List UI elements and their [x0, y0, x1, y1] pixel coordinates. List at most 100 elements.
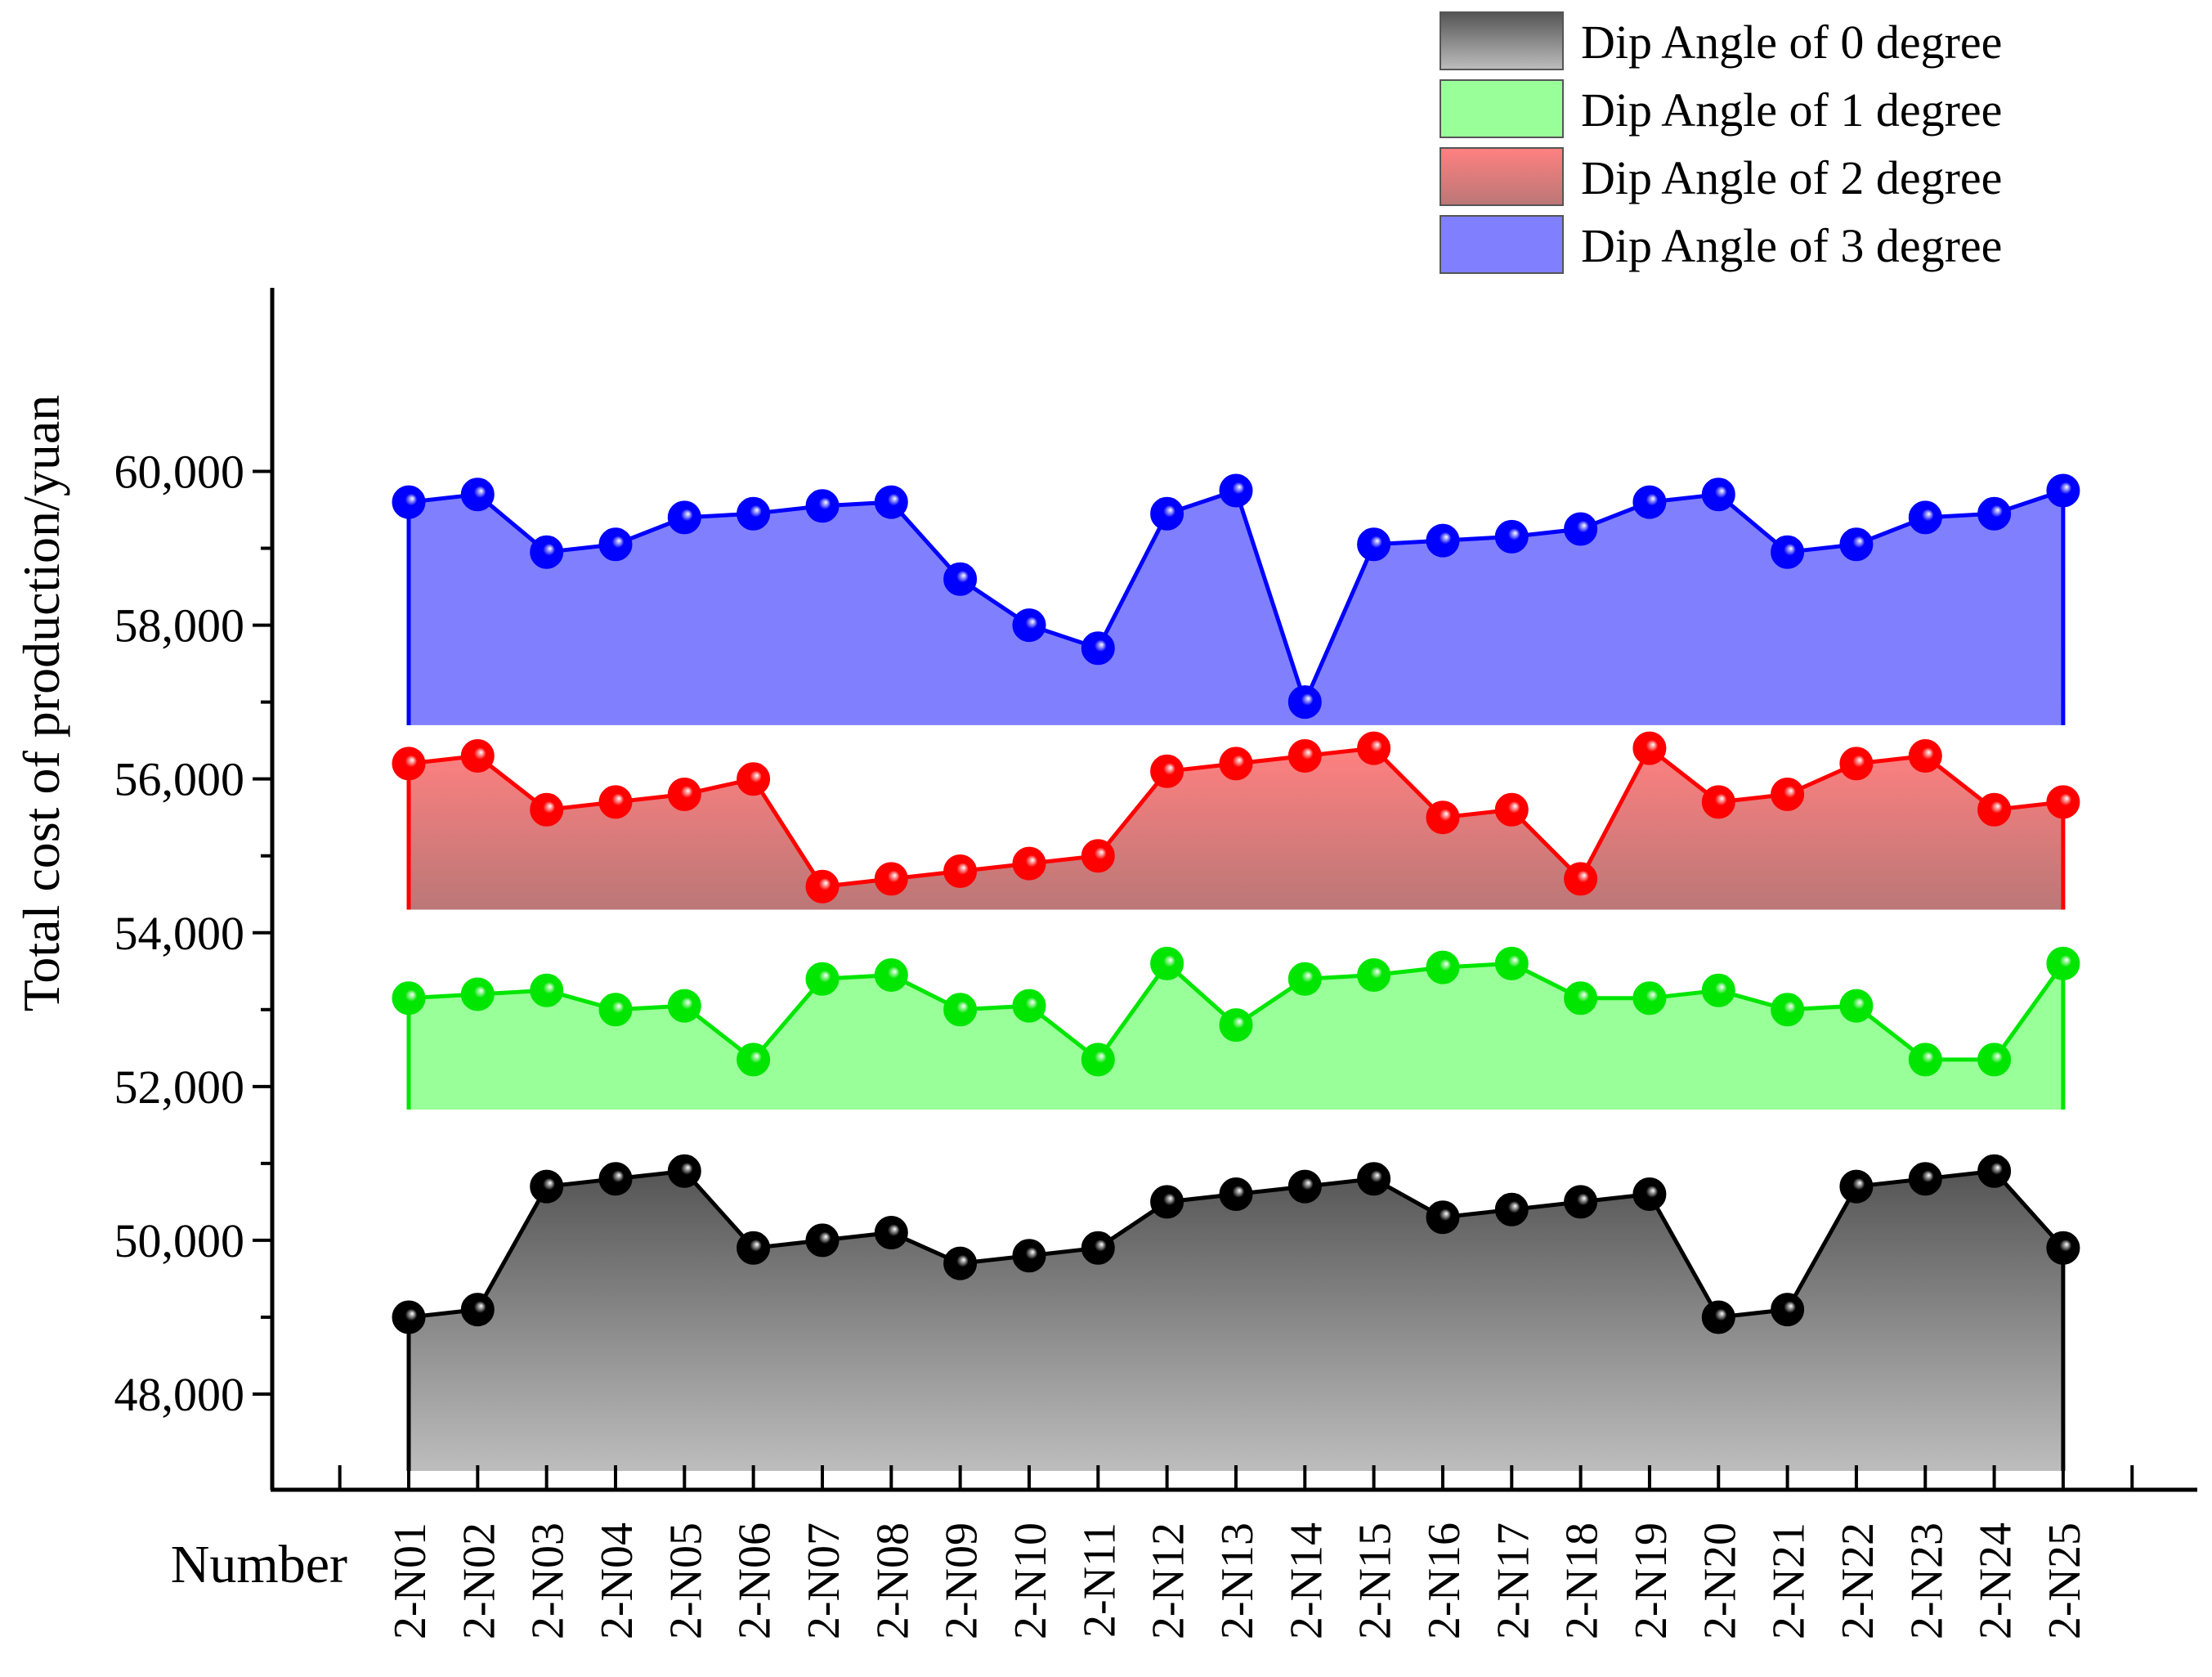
y-tick-label: 48,000 [114, 1368, 245, 1421]
data-point [530, 535, 564, 569]
data-point [1771, 535, 1805, 569]
x-tick-label: 2-N10 [1005, 1522, 1056, 1639]
data-point [874, 1216, 908, 1249]
legend: Dip Angle of 0 degree Dip Angle of 1 degr… [1440, 11, 2002, 274]
data-point [392, 485, 426, 519]
data-point [1494, 946, 1529, 980]
legend-label: Dip Angle of 0 degree [1581, 16, 2002, 69]
x-tick-label: 2-N25 [2040, 1522, 2090, 1639]
data-point [1219, 473, 1253, 508]
data-point [1287, 962, 1322, 996]
data-point [1287, 1169, 1322, 1204]
data-point [1632, 731, 1667, 765]
data-point [1494, 1192, 1529, 1226]
x-tick-label: 2-N04 [592, 1522, 643, 1639]
data-point [1564, 512, 1598, 546]
data-point [874, 485, 908, 519]
data-point [1219, 747, 1253, 781]
data-point [805, 489, 840, 523]
data-point [1357, 1162, 1391, 1196]
data-point [1701, 478, 1735, 512]
data-point [1632, 485, 1667, 519]
data-point [1081, 1043, 1115, 1077]
data-point [1494, 792, 1529, 827]
data-point [392, 747, 426, 781]
x-tick-label: 2-N14 [1281, 1522, 1332, 1639]
data-point [530, 1169, 564, 1204]
data-point [460, 1293, 495, 1327]
data-point [2046, 785, 2080, 819]
data-point [1287, 739, 1322, 773]
data-point [1977, 792, 2012, 827]
axes: 48,000 50,000 52,000 54,000 56,000 58,000 60,0… [114, 288, 2197, 1639]
data-point [1908, 1043, 1942, 1077]
data-point [2046, 473, 2080, 508]
data-point [1632, 1177, 1667, 1211]
legend-swatch [1440, 147, 1564, 206]
x-tick-label: 2-N24 [1971, 1522, 2022, 1639]
data-point [598, 785, 633, 819]
data-point [805, 1223, 840, 1258]
data-point [737, 496, 771, 531]
data-point [1426, 950, 1460, 984]
data-point [737, 1231, 771, 1265]
x-tick-label: 2-N02 [454, 1522, 504, 1639]
y-tick-label: 52,000 [114, 1060, 245, 1114]
data-point [1426, 1200, 1460, 1235]
x-tick-label: 2-N16 [1419, 1522, 1470, 1639]
data-point [943, 1246, 978, 1280]
data-point [1701, 785, 1735, 819]
data-point [460, 739, 495, 773]
x-tick-label: 2-N09 [937, 1522, 987, 1639]
series-areas [406, 488, 2066, 1472]
data-point [1977, 1043, 2012, 1077]
legend-swatch [1440, 79, 1564, 138]
data-point [1839, 527, 1874, 562]
data-point [874, 958, 908, 992]
legend-label: Dip Angle of 3 degree [1581, 219, 2002, 272]
data-point [1977, 496, 2012, 531]
legend-label: Dip Angle of 1 degree [1581, 83, 2002, 137]
data-point [598, 1162, 633, 1196]
data-point [1771, 1293, 1805, 1327]
x-tick-label: 2-N07 [799, 1522, 849, 1639]
data-point [1701, 1300, 1735, 1334]
x-tick-label: 2-N19 [1626, 1522, 1677, 1639]
data-point [667, 989, 701, 1023]
x-tick-label: 2-N15 [1350, 1522, 1401, 1639]
data-point [1287, 685, 1322, 720]
x-tick-label: 2-N13 [1212, 1522, 1263, 1639]
x-tick-label: 2-N08 [867, 1522, 918, 1639]
legend-label: Dip Angle of 2 degree [1581, 151, 2002, 204]
series-points [392, 473, 2080, 1334]
y-tick-label: 56,000 [114, 753, 245, 806]
data-point [1150, 1185, 1184, 1219]
data-point [1219, 1177, 1253, 1211]
x-axis-title: Number [171, 1535, 347, 1594]
data-point [530, 792, 564, 827]
legend-swatch [1440, 11, 1564, 70]
data-point [1150, 946, 1184, 980]
data-point [598, 527, 633, 562]
data-point [1839, 747, 1874, 781]
x-tick-label: 2-N03 [523, 1522, 574, 1639]
data-point [1012, 608, 1046, 643]
data-point [1771, 993, 1805, 1027]
data-point [667, 778, 701, 811]
data-point [667, 500, 701, 535]
data-point [1771, 778, 1805, 811]
data-point [1012, 846, 1046, 881]
data-point [805, 869, 840, 904]
y-tick-label: 50,000 [114, 1214, 245, 1267]
data-point [1839, 1169, 1874, 1204]
data-point [737, 1043, 771, 1077]
data-point [943, 993, 978, 1027]
data-point [598, 993, 633, 1027]
data-point [1426, 523, 1460, 558]
x-tick-label: 2-N23 [1901, 1522, 1952, 1639]
data-point [1701, 973, 1735, 1007]
data-point [460, 977, 495, 1011]
data-point [1908, 1162, 1942, 1196]
data-point [1632, 981, 1667, 1016]
